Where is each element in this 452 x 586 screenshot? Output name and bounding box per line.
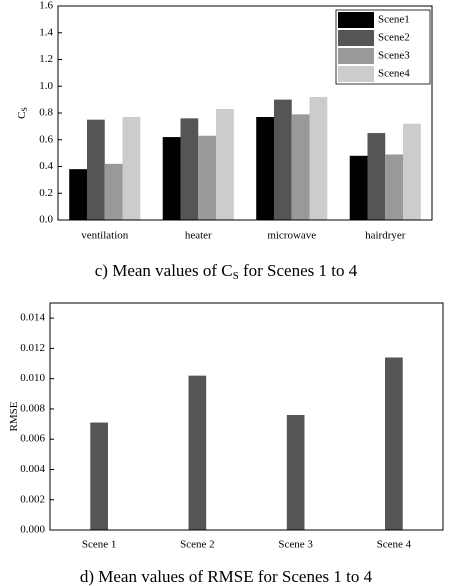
bar	[385, 357, 403, 530]
bar	[180, 118, 199, 220]
caption-part: c) Mean values of C	[95, 261, 233, 280]
bar	[309, 96, 328, 220]
bar	[349, 155, 368, 220]
y-tick-label: 0.008	[20, 402, 45, 414]
caption-part: for Scenes 1 to 4	[239, 261, 358, 280]
bar	[162, 137, 181, 220]
y-tick-label: 0.002	[20, 493, 45, 505]
bar	[256, 117, 274, 220]
x-tick-label: ventilation	[81, 230, 129, 242]
bar	[367, 133, 386, 220]
y-tick-label: 0.6	[39, 133, 53, 145]
y-tick-label: 0.006	[20, 433, 45, 445]
y-tick-label: 0.8	[39, 107, 53, 119]
bar	[188, 375, 207, 530]
y-axis-label-part: RMSE	[8, 401, 20, 431]
x-tick-label: microwave	[267, 230, 316, 242]
y-tick-label: 0.012	[20, 342, 45, 354]
y-tick-label: 0.0	[39, 214, 53, 226]
y-axis-label: RMSE	[8, 401, 20, 431]
bar	[122, 117, 141, 220]
y-tick-label: 1.4	[39, 26, 53, 38]
caption: c) Mean values of CS for Scenes 1 to 4	[95, 261, 358, 282]
bar	[273, 99, 292, 220]
y-tick-label: 0.2	[39, 187, 53, 199]
bar	[198, 135, 217, 220]
x-tick-label: heater	[185, 230, 212, 242]
y-tick-label: 1.2	[39, 53, 53, 65]
bar	[90, 422, 108, 530]
legend-swatch	[338, 66, 374, 82]
y-axis-label-part: C	[16, 112, 28, 119]
legend-label: Scene2	[378, 32, 410, 44]
bar	[69, 169, 87, 220]
legend-swatch	[338, 12, 374, 28]
y-tick-label: 0.4	[39, 160, 53, 172]
bar	[104, 163, 123, 220]
legend-label: Scene1	[378, 14, 410, 26]
bar	[286, 414, 305, 530]
y-tick-label: 0.010	[20, 372, 45, 384]
x-tick-label: Scene 1	[82, 539, 117, 551]
y-axis-label: CS	[16, 107, 29, 119]
y-tick-label: 0.004	[20, 463, 45, 475]
bar	[216, 108, 234, 220]
caption-part: d) Mean values of RMSE for Scenes 1 to 4	[80, 567, 373, 586]
y-tick-label: 0.014	[20, 312, 45, 324]
plot-frame	[57, 5, 433, 221]
bar	[385, 154, 404, 220]
legend-label: Scene3	[378, 50, 410, 62]
legend-swatch	[338, 48, 374, 64]
x-tick-label: Scene 3	[278, 539, 313, 551]
legend-label: Scene4	[378, 68, 410, 80]
y-tick-label: 0.000	[20, 524, 45, 536]
y-tick-label: 1.6	[39, 0, 53, 12]
y-axis-label-part: S	[20, 107, 29, 111]
x-tick-label: hairdryer	[365, 230, 406, 242]
caption: d) Mean values of RMSE for Scenes 1 to 4	[80, 567, 373, 586]
x-tick-label: Scene 4	[377, 539, 412, 551]
bar	[403, 123, 421, 220]
plot-frame	[49, 302, 444, 531]
legend-swatch	[338, 30, 374, 46]
bar	[291, 114, 310, 220]
x-tick-label: Scene 2	[180, 539, 215, 551]
caption-part: S	[233, 270, 239, 282]
bar	[86, 119, 105, 220]
y-tick-label: 1.0	[39, 80, 53, 92]
